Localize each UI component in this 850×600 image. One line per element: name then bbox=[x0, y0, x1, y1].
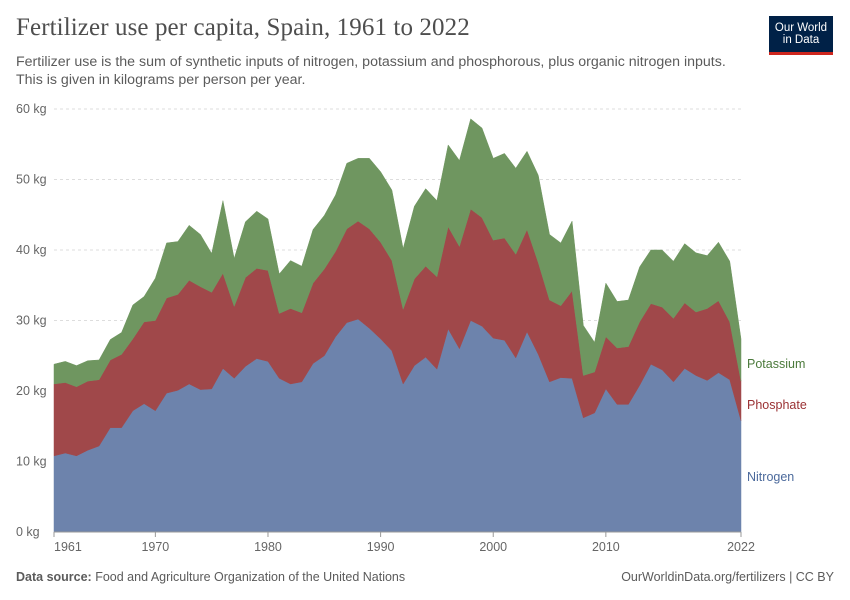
source-link[interactable]: OurWorldinData.org/fertilizers | CC BY bbox=[621, 570, 834, 584]
y-tick-label: 60 kg bbox=[16, 102, 47, 116]
x-tick-label: 1970 bbox=[141, 540, 169, 554]
data-source-label: Data source: bbox=[16, 570, 92, 584]
chart-subtitle: Fertilizer use is the sum of synthetic i… bbox=[16, 54, 726, 88]
series-labels: Nitrogen Phosphate Potassium bbox=[747, 357, 807, 484]
y-tick-label: 40 kg bbox=[16, 243, 47, 257]
data-source-text: Food and Agriculture Organization of the… bbox=[95, 570, 406, 584]
x-tick-label: 2010 bbox=[592, 540, 620, 554]
logo-line-2: in Data bbox=[782, 34, 820, 46]
axis-layer: 0 kg 10 kg 20 kg 30 kg 40 kg 50 kg 60 kg 1961 19… bbox=[16, 102, 755, 554]
x-tick-label: 1990 bbox=[367, 540, 395, 554]
y-tick-label: 50 kg bbox=[16, 173, 47, 187]
owid-logo[interactable]: Our World in Data bbox=[769, 16, 833, 55]
x-tick-label: 1961 bbox=[54, 540, 82, 554]
x-tick-label: 1980 bbox=[254, 540, 282, 554]
footer: Data source: Food and Agriculture Organi… bbox=[16, 570, 834, 584]
y-tick-label: 20 kg bbox=[16, 384, 47, 398]
y-tick-label: 10 kg bbox=[16, 455, 47, 469]
chart-title: Fertilizer use per capita, Spain, 1961 t… bbox=[16, 14, 470, 41]
data-source: Data source: Food and Agriculture Organi… bbox=[16, 570, 405, 584]
x-tick-label: 2022 bbox=[727, 540, 755, 554]
series-label-nitrogen[interactable]: Nitrogen bbox=[747, 470, 794, 484]
series-label-potassium[interactable]: Potassium bbox=[747, 357, 805, 371]
x-tick-label: 2000 bbox=[479, 540, 507, 554]
logo-line-1: Our World bbox=[774, 21, 828, 34]
area-potassium[interactable] bbox=[53, 118, 742, 388]
area-layer bbox=[53, 118, 742, 533]
y-tick-label: 30 kg bbox=[16, 314, 47, 328]
series-label-phosphate[interactable]: Phosphate bbox=[747, 398, 807, 412]
y-tick-label: 0 kg bbox=[16, 525, 40, 539]
